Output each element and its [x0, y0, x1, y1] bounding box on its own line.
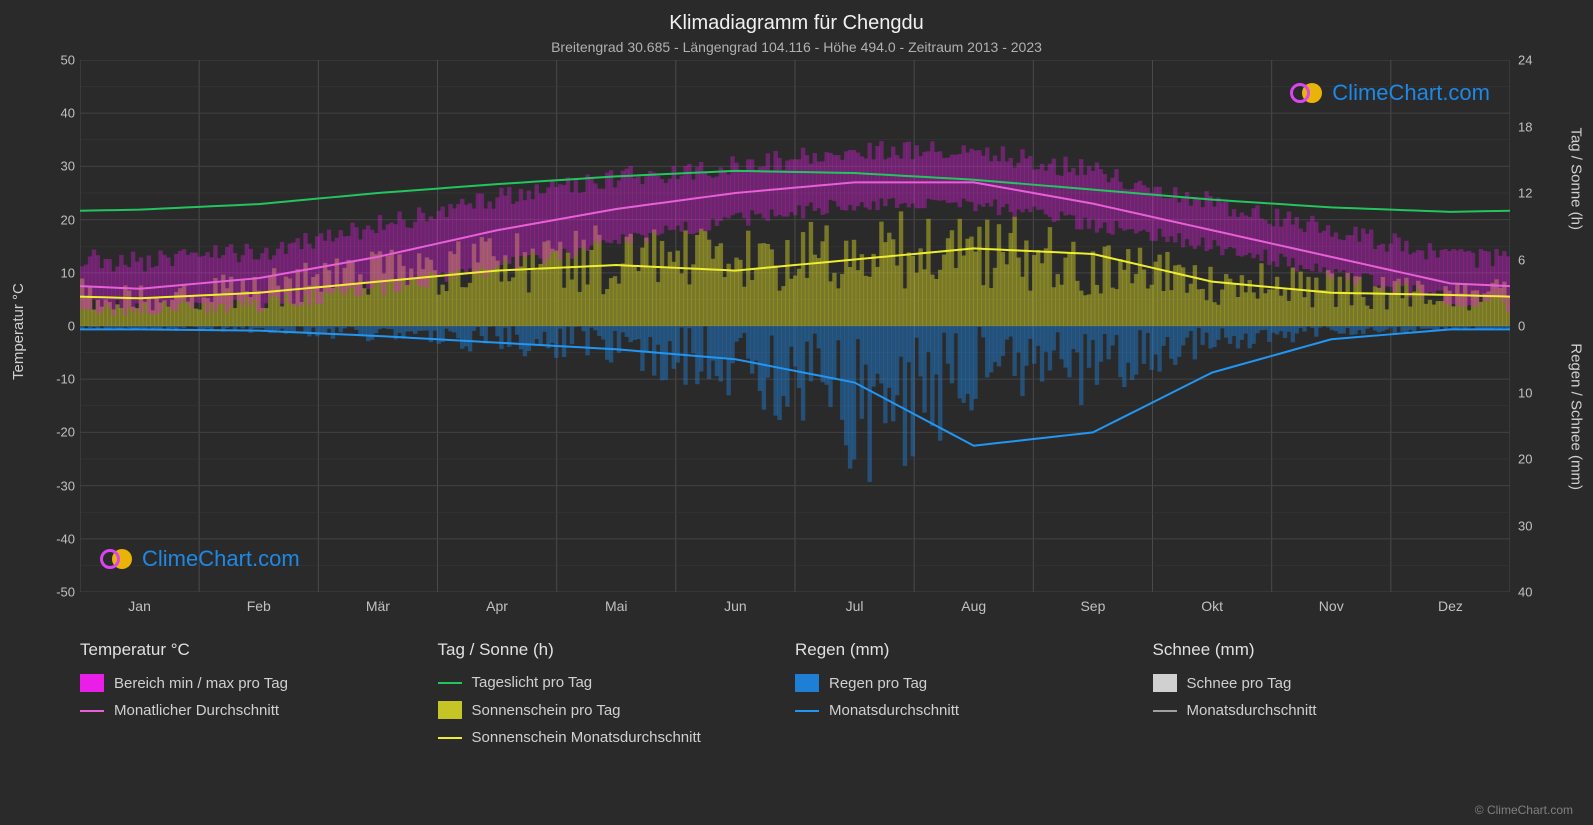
watermark-top: ClimeChart.com	[1290, 80, 1490, 106]
watermark-text: ClimeChart.com	[1332, 80, 1490, 106]
legend-item: Monatlicher Durchschnitt	[80, 702, 438, 719]
y-tick-right: 30	[1518, 518, 1532, 533]
legend-item: Sonnenschein Monatsdurchschnitt	[438, 729, 796, 746]
legend-header: Tag / Sonne (h)	[438, 640, 796, 660]
y-axis-right-top-label: Tag / Sonne (h)	[1568, 127, 1585, 230]
legend-item: Tageslicht pro Tag	[438, 674, 796, 691]
legend-label: Sonnenschein Monatsdurchschnitt	[472, 729, 701, 746]
y-tick-left: 50	[61, 53, 75, 68]
legend-header: Schnee (mm)	[1153, 640, 1511, 660]
y-tick-right: 40	[1518, 585, 1532, 600]
legend-column: Regen (mm) Regen pro Tag Monatsdurchschnit…	[795, 640, 1153, 756]
x-tick: Feb	[247, 598, 271, 614]
plot-area: ClimeChart.com ClimeChart.com	[80, 60, 1510, 592]
copyright: © ClimeChart.com	[1475, 803, 1573, 817]
x-tick: Nov	[1319, 598, 1344, 614]
legend-column: Schnee (mm) Schnee pro Tag Monatsdurchschn…	[1153, 640, 1511, 756]
y-axis-right: Tag / Sonne (h) Regen / Schnee (mm) 0612…	[1518, 60, 1573, 592]
legend-column: Tag / Sonne (h) Tageslicht pro Tag Sonnens…	[438, 640, 796, 756]
plot-svg	[80, 60, 1510, 592]
legend-swatch-icon	[438, 701, 462, 719]
legend-label: Schnee pro Tag	[1187, 675, 1292, 692]
legend-label: Tageslicht pro Tag	[472, 674, 593, 691]
x-tick: Okt	[1201, 598, 1223, 614]
legend-item: Monatsdurchschnitt	[1153, 702, 1511, 719]
x-tick: Sep	[1080, 598, 1105, 614]
y-tick-right: 24	[1518, 53, 1532, 68]
y-tick-right: 18	[1518, 119, 1532, 134]
y-axis-left-label: Temperatur °C	[10, 283, 27, 380]
y-axis-left: Temperatur °C -50-40-30-20-1001020304050	[20, 60, 75, 592]
legend-header: Temperatur °C	[80, 640, 438, 660]
y-tick-left: -20	[56, 425, 75, 440]
legend-label: Sonnenschein pro Tag	[472, 702, 621, 719]
logo-icon	[1290, 81, 1326, 105]
legend-label: Monatlicher Durchschnitt	[114, 702, 279, 719]
y-tick-left: 20	[61, 212, 75, 227]
x-tick: Dez	[1438, 598, 1463, 614]
x-tick: Jan	[128, 598, 151, 614]
legend-item: Monatsdurchschnitt	[795, 702, 1153, 719]
y-tick-left: 30	[61, 159, 75, 174]
y-tick-right: 6	[1518, 252, 1525, 267]
legend-swatch-icon	[795, 674, 819, 692]
y-tick-left: 40	[61, 106, 75, 121]
y-tick-left: 10	[61, 265, 75, 280]
legend-line-icon	[1153, 710, 1177, 712]
x-tick: Mär	[366, 598, 390, 614]
legend-column: Temperatur °C Bereich min / max pro Tag Mo…	[80, 640, 438, 756]
x-tick: Jul	[846, 598, 864, 614]
y-tick-right: 10	[1518, 385, 1532, 400]
y-tick-left: -10	[56, 372, 75, 387]
x-axis: Jan Feb Mär Apr Mai Jun Jul Aug Sep Okt Nov Dez	[80, 595, 1510, 625]
legend-label: Regen pro Tag	[829, 675, 927, 692]
logo-icon	[100, 547, 136, 571]
x-tick: Jun	[724, 598, 747, 614]
legend-line-icon	[438, 682, 462, 684]
watermark-bottom: ClimeChart.com	[100, 546, 300, 572]
y-tick-right: 12	[1518, 186, 1532, 201]
legend-item: Schnee pro Tag	[1153, 674, 1511, 692]
legend-item: Bereich min / max pro Tag	[80, 674, 438, 692]
chart-subtitle: Breitengrad 30.685 - Längengrad 104.116 …	[0, 35, 1593, 55]
legend-label: Monatsdurchschnitt	[829, 702, 959, 719]
y-tick-right: 20	[1518, 452, 1532, 467]
watermark-text: ClimeChart.com	[142, 546, 300, 572]
legend-line-icon	[438, 737, 462, 739]
legend-header: Regen (mm)	[795, 640, 1153, 660]
legend-item: Sonnenschein pro Tag	[438, 701, 796, 719]
legend-label: Bereich min / max pro Tag	[114, 675, 288, 692]
chart-title: Klimadiagramm für Chengdu	[0, 0, 1593, 35]
legend-label: Monatsdurchschnitt	[1187, 702, 1317, 719]
legend-line-icon	[80, 710, 104, 712]
legend-line-icon	[795, 710, 819, 712]
x-tick: Mai	[605, 598, 628, 614]
legend-swatch-icon	[1153, 674, 1177, 692]
y-tick-left: 0	[68, 319, 75, 334]
legend-item: Regen pro Tag	[795, 674, 1153, 692]
y-tick-left: -50	[56, 585, 75, 600]
x-tick: Aug	[961, 598, 986, 614]
y-axis-right-bottom-label: Regen / Schnee (mm)	[1568, 343, 1585, 490]
chart-container: Klimadiagramm für Chengdu Breitengrad 30…	[0, 0, 1593, 825]
x-tick: Apr	[486, 598, 508, 614]
legend: Temperatur °C Bereich min / max pro Tag Mo…	[80, 640, 1510, 756]
y-tick-left: -40	[56, 531, 75, 546]
y-tick-right: 0	[1518, 319, 1525, 334]
legend-swatch-icon	[80, 674, 104, 692]
y-tick-left: -30	[56, 478, 75, 493]
